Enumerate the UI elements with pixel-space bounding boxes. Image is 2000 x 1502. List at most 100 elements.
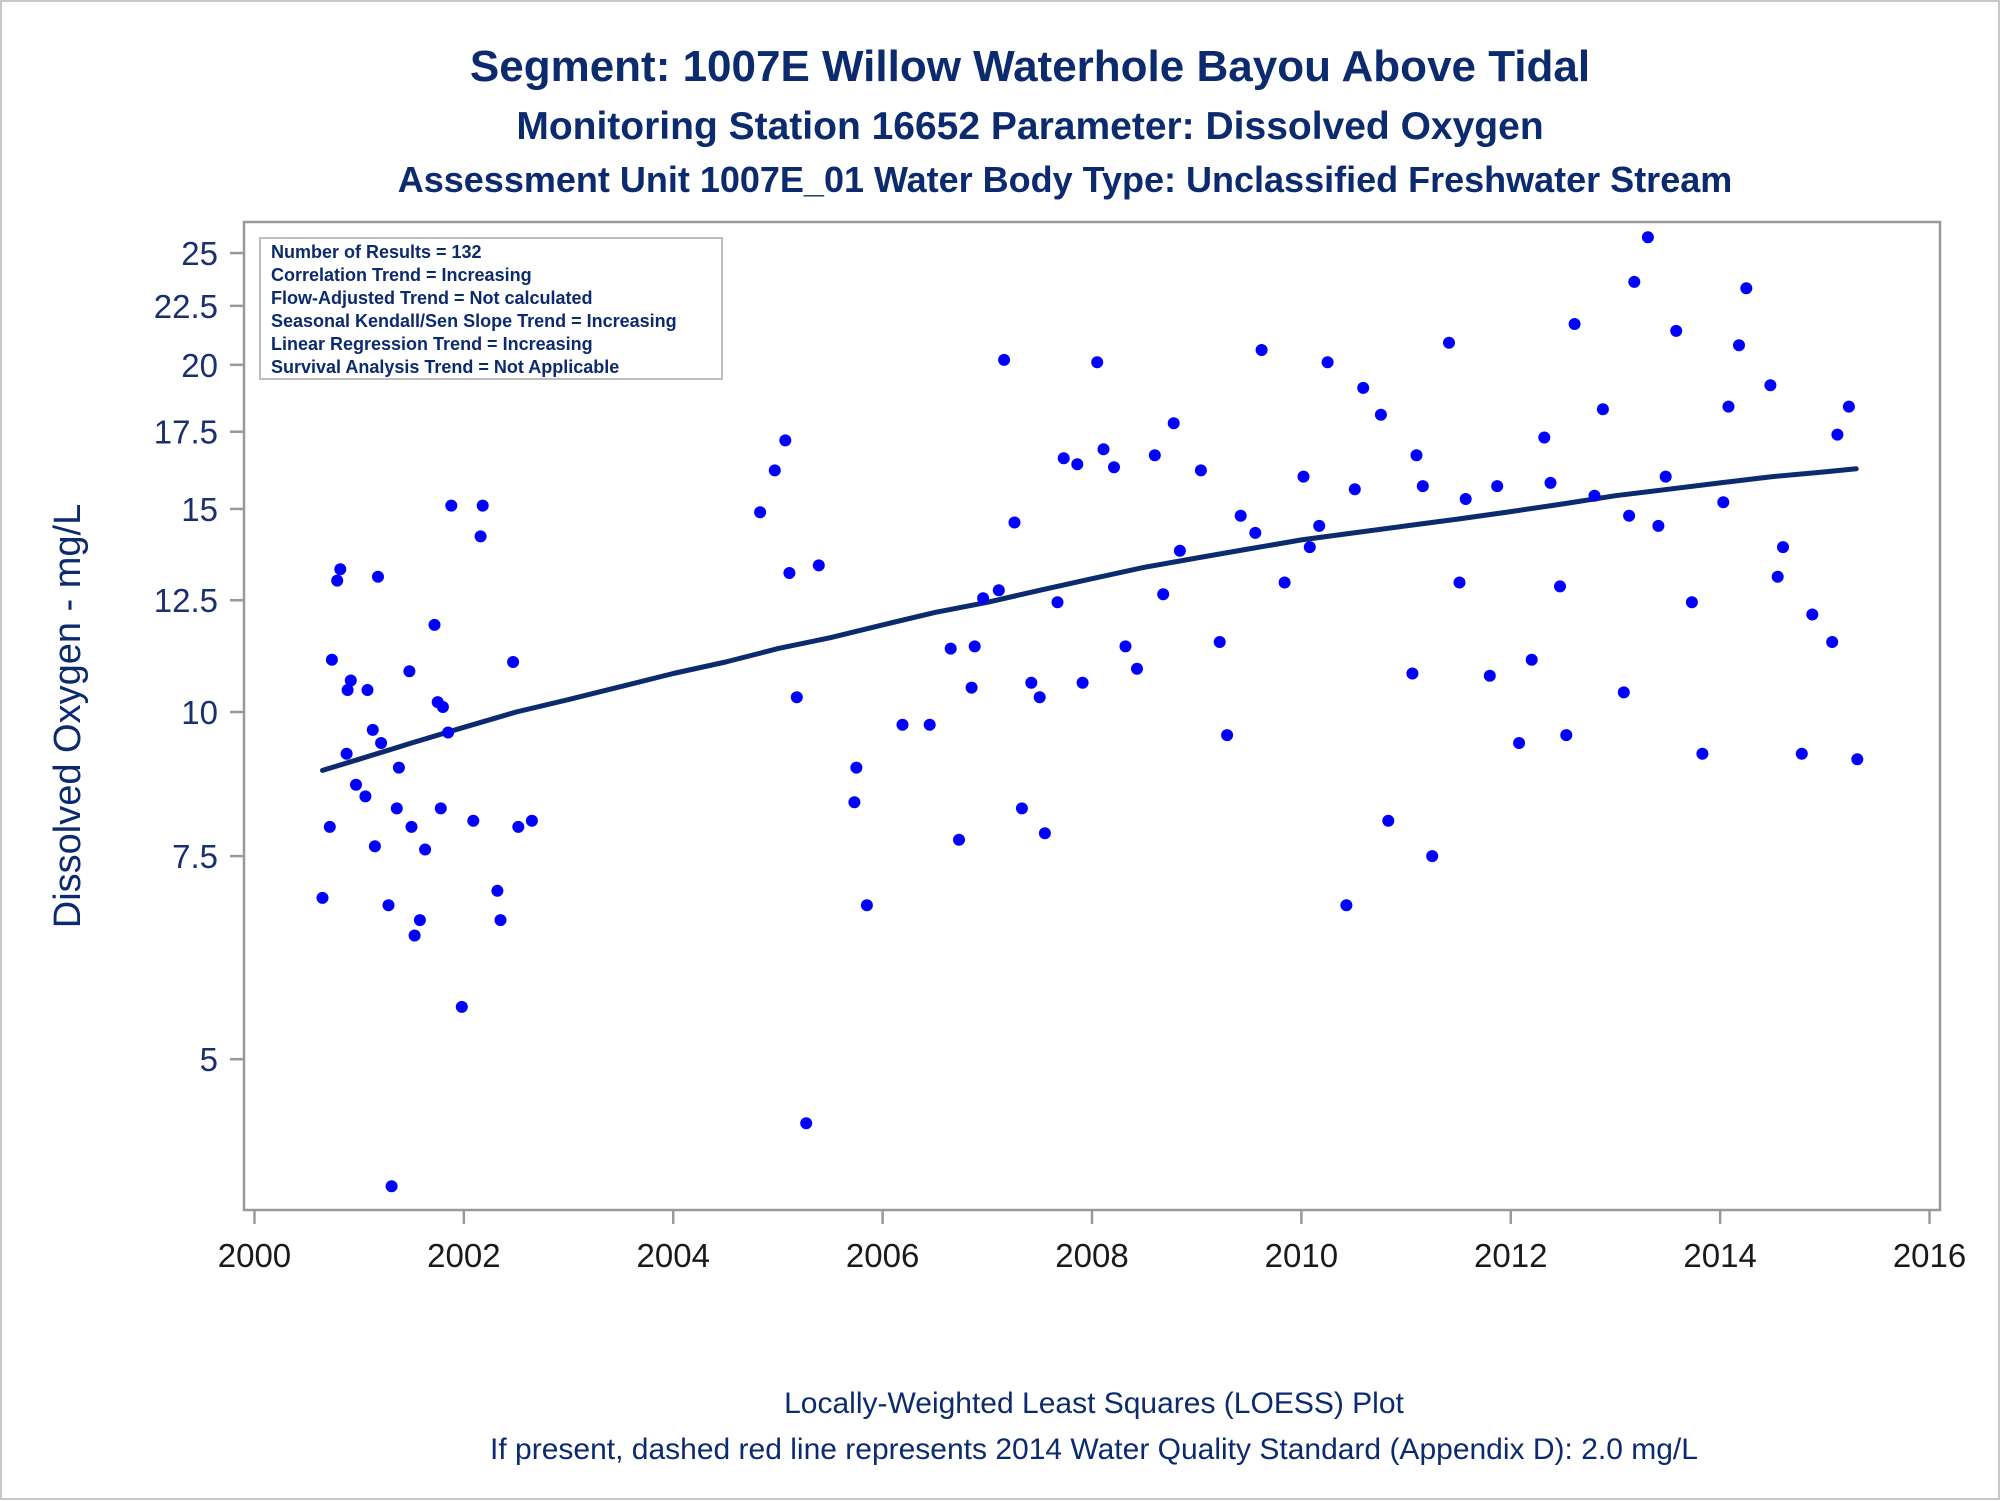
data-point-42 <box>779 434 792 447</box>
footnote-standard: If present, dashed red line represents 2… <box>490 1433 1698 1466</box>
data-point-113 <box>1628 275 1641 288</box>
data-point-65 <box>1057 452 1070 465</box>
data-point-120 <box>1717 496 1730 509</box>
data-point-90 <box>1357 381 1370 394</box>
data-point-97 <box>1443 336 1455 349</box>
x-tick-label-2014: 2014 <box>1683 1237 1756 1274</box>
data-point-22 <box>408 929 421 942</box>
data-point-118 <box>1685 596 1698 609</box>
stat-linear-regression-trend: Linear Regression Trend = Increasing <box>271 334 593 354</box>
data-point-33 <box>474 530 487 543</box>
data-point-102 <box>1513 737 1526 749</box>
trend-layer <box>320 466 1859 773</box>
stat-survival-analysis-trend: Survival Analysis Trend = Not Applicable <box>271 357 619 377</box>
data-point-131 <box>1842 400 1855 413</box>
stat-seasonal-kendall-trend: Seasonal Kendall/Sen Slope Trend = Incre… <box>271 311 677 331</box>
y-tick-label-22-5: 22.5 <box>154 288 218 325</box>
y-tick-label-7-5: 7.5 <box>172 838 218 875</box>
data-point-116 <box>1659 470 1672 483</box>
loess-trend-line <box>320 466 1859 773</box>
data-point-91 <box>1374 408 1387 421</box>
data-point-37 <box>507 656 520 668</box>
data-point-80 <box>1234 509 1247 522</box>
data-point-8 <box>344 674 357 687</box>
data-point-111 <box>1617 686 1630 699</box>
data-point-79 <box>1221 729 1234 742</box>
y-tick-label-12-5: 12.5 <box>154 582 218 619</box>
y-tick-label-20: 20 <box>181 347 218 384</box>
data-point-77 <box>1194 464 1207 477</box>
data-point-48 <box>850 761 863 774</box>
data-point-128 <box>1806 608 1819 621</box>
data-point-127 <box>1795 747 1808 760</box>
x-tick-label-2000: 2000 <box>218 1237 291 1274</box>
y-tick-label-10: 10 <box>181 694 218 731</box>
data-point-11 <box>361 684 374 696</box>
data-point-39 <box>525 814 538 827</box>
data-point-81 <box>1249 526 1262 539</box>
data-point-126 <box>1777 541 1789 554</box>
data-point-19 <box>392 761 405 774</box>
chart-title: Segment: 1007E Willow Waterhole Bayou Ab… <box>470 42 1590 91</box>
data-point-78 <box>1213 636 1226 648</box>
x-axis: 2000 2002 2004 2006 2008 2010 2012 2014 2016 <box>218 1210 1966 1274</box>
data-point-57 <box>992 584 1005 597</box>
data-point-52 <box>944 642 957 655</box>
data-point-38 <box>512 820 525 833</box>
data-point-117 <box>1670 324 1683 337</box>
data-point-108 <box>1568 318 1581 330</box>
data-point-20 <box>403 665 416 678</box>
data-point-13 <box>368 840 381 853</box>
data-point-36 <box>494 914 507 927</box>
data-point-92 <box>1382 814 1395 827</box>
data-point-119 <box>1696 747 1709 760</box>
chart-subtitle: Monitoring Station 16652 Parameter: Diss… <box>516 105 1543 148</box>
data-point-43 <box>783 567 796 579</box>
data-point-6 <box>340 747 353 760</box>
data-point-31 <box>455 1000 468 1013</box>
data-point-2 <box>323 820 336 833</box>
data-point-5 <box>334 563 347 576</box>
x-tick-label-2012: 2012 <box>1474 1237 1547 1274</box>
data-point-74 <box>1157 588 1170 601</box>
data-point-14 <box>372 570 384 583</box>
data-point-106 <box>1554 580 1566 593</box>
x-tick-label-2008: 2008 <box>1055 1237 1128 1274</box>
data-point-28 <box>436 701 449 713</box>
data-point-51 <box>923 718 936 731</box>
data-point-103 <box>1525 653 1538 666</box>
data-point-23 <box>413 914 426 927</box>
data-point-27 <box>434 802 447 815</box>
data-point-61 <box>1025 676 1038 689</box>
data-point-99 <box>1459 493 1472 505</box>
data-point-49 <box>860 899 873 912</box>
data-point-95 <box>1416 480 1429 493</box>
data-point-7 <box>341 684 354 696</box>
data-point-59 <box>1008 516 1021 529</box>
data-point-54 <box>965 681 978 694</box>
data-point-96 <box>1426 850 1439 863</box>
data-point-94 <box>1410 449 1423 462</box>
y-axis: 5 7.5 10 12.5 15 17.5 20 22.5 25 <box>154 235 244 1078</box>
data-point-67 <box>1076 676 1089 689</box>
y-tick-label-17-5: 17.5 <box>154 414 218 451</box>
data-point-55 <box>968 640 981 653</box>
data-point-66 <box>1071 458 1084 471</box>
stats-box: Number of Results = 132 Correlation Tren… <box>259 237 723 380</box>
data-point-130 <box>1831 428 1844 441</box>
data-point-122 <box>1733 339 1745 352</box>
data-point-124 <box>1764 379 1777 392</box>
data-point-58 <box>998 353 1011 366</box>
data-point-47 <box>848 796 861 809</box>
data-point-73 <box>1148 449 1161 462</box>
data-point-115 <box>1652 519 1665 532</box>
y-axis-title: Dissolved Oxygen - mg/L <box>47 504 89 929</box>
data-point-132 <box>1851 753 1864 766</box>
data-point-15 <box>375 737 388 749</box>
data-point-17 <box>385 1180 398 1193</box>
points-layer <box>316 231 1864 1193</box>
data-point-9 <box>350 778 362 791</box>
data-point-100 <box>1483 669 1496 682</box>
data-point-123 <box>1740 282 1753 295</box>
y-tick-label-5: 5 <box>200 1041 218 1078</box>
